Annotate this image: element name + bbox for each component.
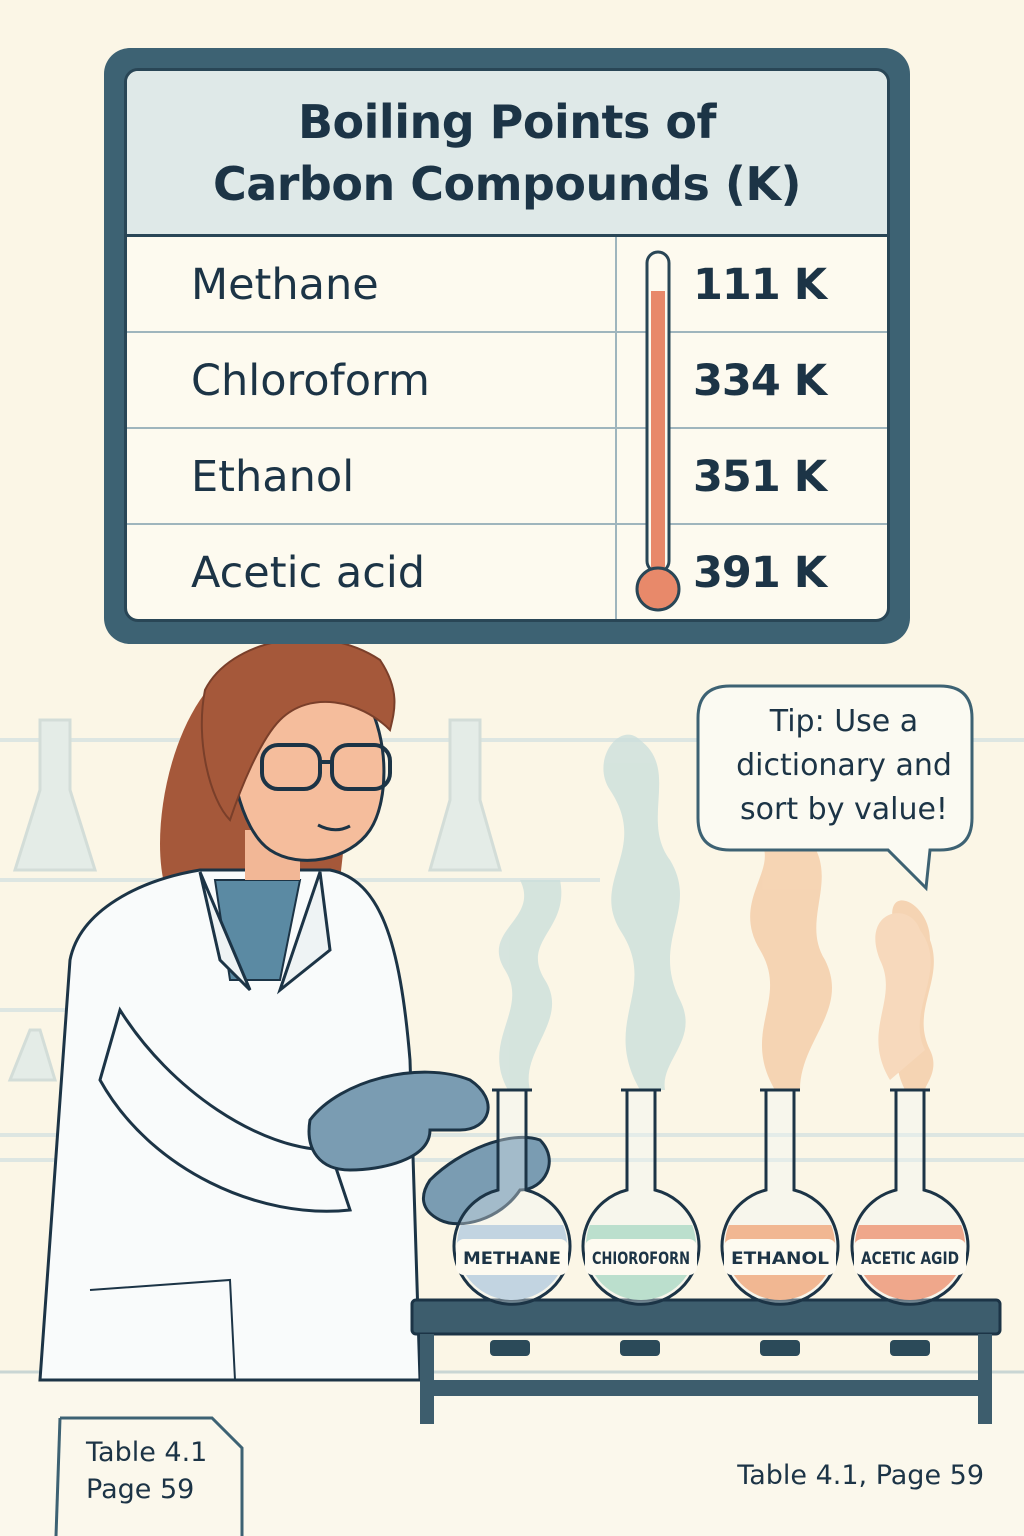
caption-left: Table 4.1 Page 59 (86, 1434, 246, 1508)
compound-name: Methane (191, 260, 379, 310)
thermometer-icon (635, 250, 681, 612)
board-title-line1: Boiling Points of (298, 94, 717, 149)
boiling-point-value: 391 K (693, 548, 827, 598)
tip-line-1: Tip: Use a (769, 704, 919, 739)
boiling-point-value: 111 K (693, 260, 827, 310)
boiling-point-value: 351 K (693, 452, 827, 502)
background-flasks (7, 718, 502, 1082)
flask-acetic-agid: ACETIC AGID (850, 1088, 970, 1306)
speech-bubble (696, 684, 974, 892)
flask-methane: METHANE (452, 1088, 572, 1306)
caption-right: Table 4.1, Page 59 (737, 1460, 984, 1491)
flask-stand (410, 1298, 1002, 1424)
compound-name: Acetic acid (191, 548, 426, 598)
caption-left-line-2: Page 59 (86, 1474, 195, 1505)
compound-name: Chloroform (191, 356, 430, 406)
board-title-line2: Carbon Compounds (K) (212, 156, 802, 211)
caption-left-line-1: Table 4.1 (86, 1437, 208, 1468)
tip-line-2: dictionary and (736, 748, 952, 783)
flask-chioroforn: CHIOROFORN (581, 1088, 701, 1306)
board-title: Boiling Points of Carbon Compounds (K) (157, 91, 857, 215)
board-header: Boiling Points of Carbon Compounds (K) (127, 71, 887, 237)
table-row-ethanol: Ethanol 351 K (127, 429, 887, 525)
boiling-points-board: Boiling Points of Carbon Compounds (K) M… (104, 48, 910, 644)
board-panel: Boiling Points of Carbon Compounds (K) M… (124, 68, 890, 622)
flask-label-band (724, 1239, 836, 1275)
table-row-chloroform: Chloroform 334 K (127, 333, 887, 429)
tip-line-3: sort by value! (740, 792, 948, 827)
lab-counter (0, 1372, 1024, 1536)
flask-label-band (854, 1239, 966, 1275)
compound-name: Ethanol (191, 452, 355, 502)
table-row-methane: Methane 111 K (127, 237, 887, 333)
scientist-figure (38, 637, 551, 1382)
flask-label-band (456, 1239, 568, 1275)
flask-ethanol: ETHANOL (720, 1088, 840, 1306)
caption-tag (60, 1416, 244, 1536)
boiling-points-table: Methane 111 K Chloroform 334 K Ethanol 3… (127, 237, 887, 619)
flask-label: ACETIC AGID (861, 1249, 959, 1269)
flask-label: METHANE (463, 1249, 561, 1269)
flask-label: ETHANOL (731, 1249, 829, 1269)
flask-label-band (585, 1239, 697, 1275)
tip-text: Tip: Use a dictionary and sort by value! (712, 700, 976, 832)
boiling-point-value: 334 K (693, 356, 827, 406)
steam-plumes (498, 734, 934, 1090)
table-row-acetic-acid: Acetic acid 391 K (127, 525, 887, 619)
flask-label: CHIOROFORN (592, 1249, 690, 1269)
